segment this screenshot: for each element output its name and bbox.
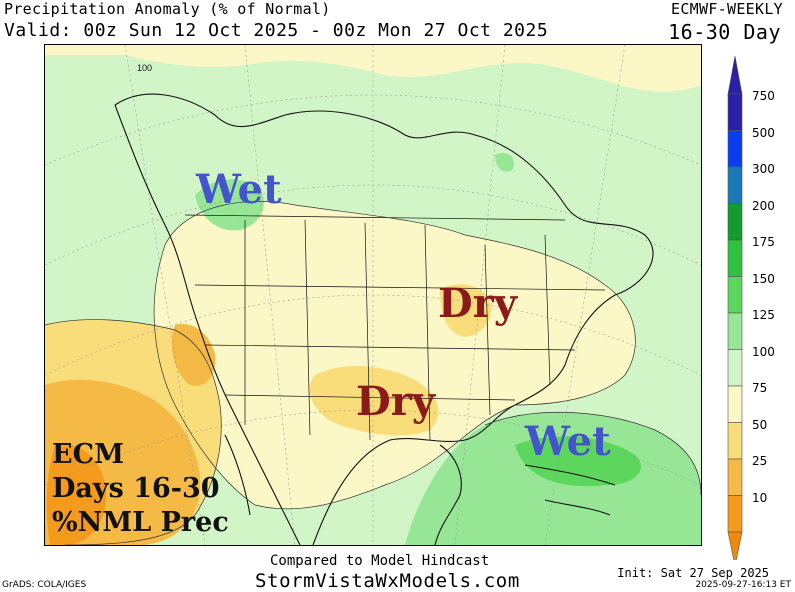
- color-scale-segment: [727, 422, 743, 460]
- color-scale-label: 50: [752, 417, 768, 432]
- color-scale-label: 300: [752, 162, 775, 176]
- site-name: StormVistaWxModels.com: [255, 570, 520, 592]
- dry-texas-region: [309, 365, 439, 436]
- caption-line: %NML Prec: [52, 507, 229, 539]
- color-scale-label: 500: [752, 125, 775, 140]
- grads-credit: GrADS: COLA/IGES: [2, 580, 87, 590]
- valid-period: Valid: 00z Sun 12 Oct 2025 - 00z Mon 27 …: [4, 20, 549, 41]
- graticule: [45, 45, 701, 545]
- map-title: Precipitation Anomaly (% of Normal): [4, 0, 331, 18]
- caption-line: Days 16-30: [52, 473, 220, 505]
- coastlines: [114, 93, 654, 545]
- color-scale-bottom-arrow: [727, 531, 743, 560]
- very-dry-california-region: [171, 324, 216, 386]
- below-normal-region: [154, 201, 636, 509]
- color-scale-segment: [727, 93, 743, 131]
- hindcast-note: Compared to Model Hindcast: [270, 553, 490, 569]
- init-time: Init: Sat 27 Sep 2025: [617, 566, 769, 580]
- contour-label: 100: [137, 63, 152, 73]
- color-scale-segment: [727, 458, 743, 496]
- wet-hudson-region: [495, 152, 514, 172]
- below-normal-arctic: [45, 45, 701, 92]
- color-scale-label: 25: [752, 454, 768, 468]
- precip-anomaly-map: 100: [44, 44, 702, 546]
- caption-line: ECM: [52, 439, 124, 470]
- color-scale-top-arrow: [727, 56, 743, 95]
- political-borders: [184, 214, 606, 441]
- anomaly-contours: [45, 201, 701, 545]
- color-scale-segment: [727, 495, 743, 533]
- dry-label-gulf-coast: Dry: [356, 378, 436, 425]
- dry-label-great-lakes: Dry: [438, 280, 518, 327]
- color-scale-label: 125: [752, 308, 775, 322]
- color-scale-segment: [727, 276, 743, 314]
- color-scale-segment: [727, 130, 743, 168]
- color-scale: [727, 56, 743, 560]
- color-scale-segment: [727, 312, 743, 350]
- extreme-dry-region: [46, 444, 106, 545]
- wet-label-caribbean: Wet: [525, 418, 611, 465]
- color-scale-label: 200: [752, 198, 775, 213]
- color-scale-label: 100: [752, 344, 775, 359]
- color-scale-segment: [727, 349, 743, 387]
- color-scale-label: 75: [752, 381, 768, 395]
- forecast-range: 16-30 Day: [668, 20, 781, 44]
- color-scale-segment: [727, 166, 743, 204]
- color-scale-label: 150: [752, 271, 775, 286]
- model-caption: ECM Days 16-30 %NML Prec: [52, 438, 229, 540]
- color-scale-label: 175: [752, 235, 775, 249]
- generated-timestamp: 2025-09-27-16:13 ET: [695, 580, 791, 590]
- color-scale-label: 10: [752, 490, 768, 505]
- color-scale-segment: [727, 385, 743, 423]
- color-scale-segment: [727, 239, 743, 277]
- wet-northwest-region: [195, 179, 264, 231]
- wet-label-northwest: Wet: [196, 166, 282, 213]
- very-wet-caribbean-region: [515, 436, 641, 487]
- color-scale-label: 750: [752, 89, 775, 103]
- dry-lakes-region: [440, 284, 492, 337]
- model-name: ECMWF-WEEKLY: [671, 0, 783, 18]
- color-scale-segment: [727, 203, 743, 241]
